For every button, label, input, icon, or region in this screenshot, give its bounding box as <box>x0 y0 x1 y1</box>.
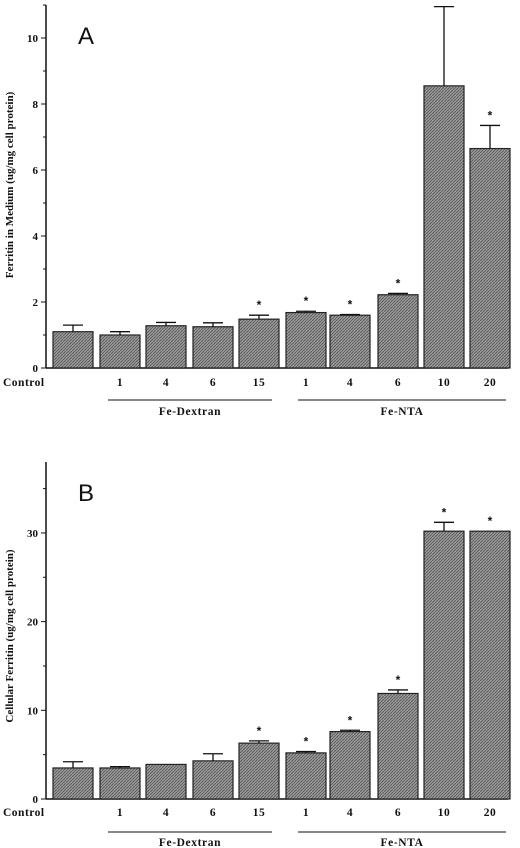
bar <box>145 763 187 800</box>
bar <box>285 311 327 369</box>
y-tick-label: 2 <box>33 297 39 309</box>
bar <box>192 760 234 800</box>
significance-marker: * <box>304 294 309 308</box>
y-tick-label: 4 <box>33 231 39 243</box>
y-tick-label: 0 <box>33 363 39 375</box>
bar <box>329 730 371 800</box>
y-tick-label: 30 <box>27 528 39 540</box>
bar <box>238 742 280 800</box>
panel-label: B <box>78 480 94 507</box>
y-tick-label: 10 <box>27 33 39 45</box>
y-axis-label: Cellular Ferritin (ug/mg cell protein) <box>4 549 16 722</box>
x-tick-label: 1 <box>303 377 309 389</box>
significance-marker: * <box>488 108 493 122</box>
x-tick-label: 6 <box>210 377 216 389</box>
bar <box>99 767 141 800</box>
significance-marker: * <box>348 713 353 727</box>
y-tick-label: 6 <box>33 165 39 177</box>
x-tick-label: Control <box>3 377 45 389</box>
significance-marker: * <box>304 735 309 749</box>
bar <box>99 334 141 369</box>
bar <box>145 325 187 369</box>
bar <box>52 331 94 369</box>
x-tick-label: 4 <box>347 377 353 389</box>
bar <box>469 530 511 800</box>
bar <box>329 314 371 369</box>
group-label: Fe-Dextran <box>159 837 221 848</box>
bar <box>285 752 327 800</box>
group-label: Fe-NTA <box>381 406 424 418</box>
x-tick-label: 1 <box>303 807 309 819</box>
group-label: Fe-Dextran <box>159 406 221 418</box>
y-tick-label: 20 <box>27 617 39 629</box>
x-tick-label: 6 <box>395 807 401 819</box>
significance-marker: * <box>396 276 401 290</box>
x-tick-label: 10 <box>438 377 451 389</box>
x-tick-label: 6 <box>395 377 401 389</box>
x-tick-label: 10 <box>438 807 451 819</box>
y-tick-label: 8 <box>33 99 39 111</box>
group-label: Fe-NTA <box>381 837 424 848</box>
x-tick-label: 1 <box>117 377 123 389</box>
bar <box>238 318 280 369</box>
bar <box>52 767 94 800</box>
panel-a-chart: 0 2 4 6 8 10 Ferritin in Medium (ug/mg cell pr… <box>3 0 511 418</box>
y-tick-label: 10 <box>27 705 39 717</box>
x-tick-label: Control <box>3 807 45 819</box>
y-tick-label: 0 <box>33 794 39 806</box>
bar <box>377 294 419 369</box>
significance-marker: * <box>442 0 447 4</box>
bar <box>423 85 465 369</box>
bar <box>377 692 419 800</box>
significance-marker: * <box>348 298 353 312</box>
x-tick-label: 4 <box>163 807 169 819</box>
x-tick-label: 1 <box>117 807 123 819</box>
panel-label: A <box>78 23 94 50</box>
significance-marker: * <box>488 514 493 528</box>
significance-marker: * <box>257 298 262 312</box>
x-tick-label: 4 <box>163 377 169 389</box>
y-axis-label: Ferritin in Medium (ug/mg cell protein) <box>4 91 16 278</box>
x-tick-label: 6 <box>210 807 216 819</box>
x-tick-label: 20 <box>484 377 497 389</box>
bar <box>192 326 234 369</box>
significance-marker: * <box>396 673 401 687</box>
x-tick-label: 15 <box>253 807 266 819</box>
bar <box>423 530 465 800</box>
x-tick-label: 4 <box>347 807 353 819</box>
significance-marker: * <box>257 724 262 738</box>
x-tick-label: 15 <box>253 377 266 389</box>
significance-marker: * <box>442 505 447 519</box>
panel-b-chart: 0 10 20 30 Cellular Ferritin (ug/mg cell pro… <box>3 462 511 848</box>
bar <box>469 147 511 369</box>
x-tick-label: 20 <box>484 807 497 819</box>
